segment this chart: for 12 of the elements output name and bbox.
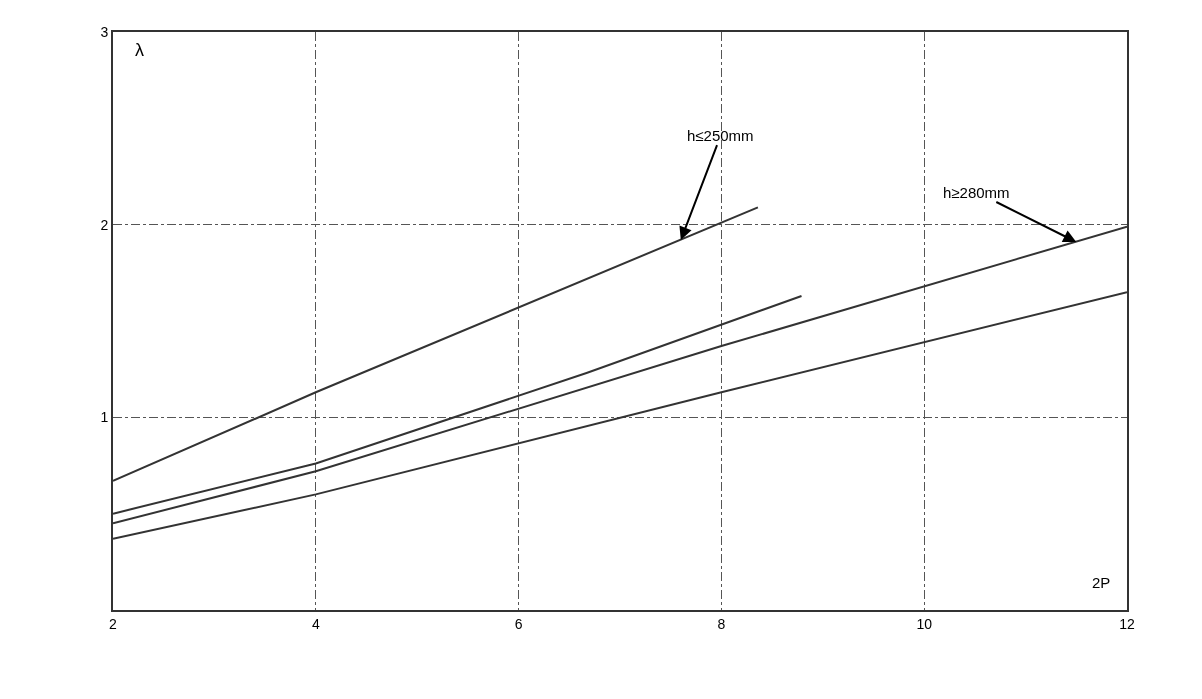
x-tick-label: 8 [717, 615, 726, 632]
x-tick-label: 10 [916, 615, 933, 632]
y-axis-title: λ [135, 40, 144, 60]
y-tick-label: 2 [100, 216, 109, 233]
x-tick-label: 4 [311, 615, 320, 632]
x-tick-label: 12 [1119, 615, 1135, 632]
x-tick-label: 6 [514, 615, 523, 632]
annotation: h≤250mm [687, 127, 754, 144]
annotation: h≥280mm [943, 184, 1010, 201]
y-tick-label: 1 [100, 409, 109, 426]
y-tick-label: 3 [100, 23, 109, 40]
x-axis-title: 2P [1092, 574, 1111, 591]
